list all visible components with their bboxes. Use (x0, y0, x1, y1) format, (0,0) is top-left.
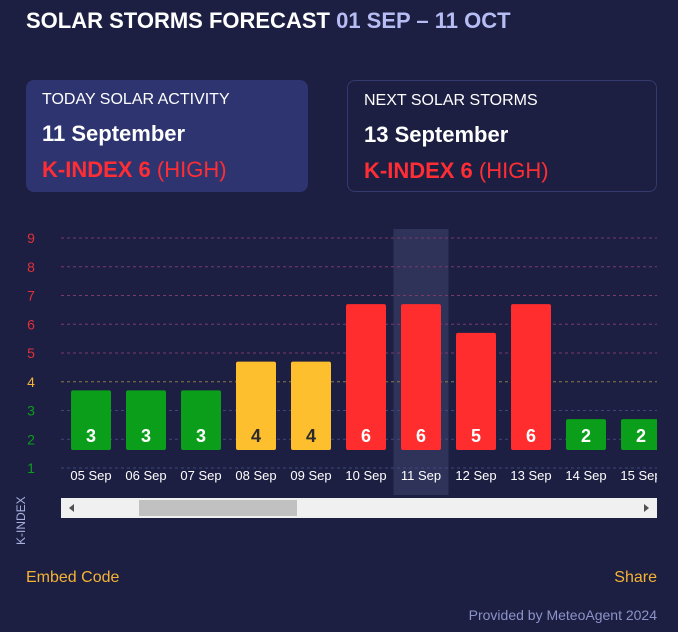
kindex-bar-chart: 1 2 3 4 5 6 7 8 9 3 05 Sep 3 06 Sep 3 07 Sep 4 08 Sep 4 09… (27, 229, 661, 495)
share-link[interactable]: Share (614, 569, 657, 586)
bar-value-label: 4 (306, 426, 316, 446)
y-tick-label: 5 (27, 345, 35, 361)
card-label: NEXT SOLAR STORMS (364, 92, 538, 109)
x-tick-label: 10 Sep (345, 468, 386, 483)
bar-value-label: 2 (636, 426, 646, 446)
bar (126, 390, 166, 450)
today-activity-card: TODAY SOLAR ACTIVITY 11 September K-INDE… (26, 80, 308, 192)
y-tick-label: 6 (27, 316, 35, 332)
bar-value-label: 2 (581, 426, 591, 446)
bar-value-label: 3 (141, 426, 151, 446)
scroll-right-arrow-icon[interactable] (644, 504, 649, 512)
y-axis-label: K-INDEX (14, 496, 28, 545)
bar (346, 304, 386, 450)
x-tick-label: 05 Sep (70, 468, 111, 483)
scroll-left-arrow-icon[interactable] (69, 504, 74, 512)
scrollbar-thumb[interactable] (139, 500, 297, 516)
card-label: TODAY SOLAR ACTIVITY (42, 91, 230, 108)
bar-value-label: 3 (196, 426, 206, 446)
chart-scrollbar[interactable] (61, 498, 657, 518)
x-tick-label: 12 Sep (455, 468, 496, 483)
bar (291, 361, 331, 450)
x-tick-label: 08 Sep (235, 468, 276, 483)
y-tick-label: 1 (27, 460, 35, 476)
card-kindex: K-INDEX 6 (HIGH) (42, 157, 292, 183)
bar (621, 419, 657, 450)
x-tick-label: 13 Sep (510, 468, 551, 483)
x-tick-label: 07 Sep (180, 468, 221, 483)
x-tick-label: 06 Sep (125, 468, 166, 483)
title-text: SOLAR STORMS FORECAST (26, 8, 330, 33)
page-title: SOLAR STORMS FORECAST 01 SEP – 11 OCT (26, 8, 511, 34)
x-tick-label: 09 Sep (290, 468, 331, 483)
y-tick-label: 4 (27, 374, 35, 390)
bar (181, 390, 221, 450)
card-date: 11 September (42, 121, 186, 146)
y-tick-label: 7 (27, 288, 35, 304)
bar (71, 390, 111, 450)
x-tick-label: 14 Sep (565, 468, 606, 483)
bar (236, 361, 276, 450)
bar-value-label: 6 (526, 426, 536, 446)
bar-value-label: 6 (361, 426, 371, 446)
kindex-value: K-INDEX 6 (364, 158, 473, 183)
bar (456, 332, 496, 450)
date-range: 01 SEP – 11 OCT (336, 8, 511, 33)
y-tick-label: 3 (27, 403, 35, 419)
bar-value-label: 6 (416, 426, 426, 446)
bar-value-label: 3 (86, 426, 96, 446)
card-kindex: K-INDEX 6 (HIGH) (364, 158, 640, 184)
bars: 3 05 Sep 3 06 Sep 3 07 Sep 4 08 Sep 4 09 Sep 6 10 S… (70, 304, 661, 483)
bar (566, 419, 606, 450)
bar-value-label: 5 (471, 426, 481, 446)
bar (511, 304, 551, 450)
kindex-value: K-INDEX 6 (42, 157, 151, 182)
card-date: 13 September (364, 122, 509, 147)
kindex-level: (HIGH) (478, 158, 549, 183)
bar-value-label: 4 (251, 426, 261, 446)
kindex-level: (HIGH) (156, 157, 227, 182)
provided-by-text: Provided by MeteoAgent 2024 (468, 607, 657, 623)
y-tick-label: 2 (27, 431, 35, 447)
x-tick-label: 15 Sep (620, 468, 661, 483)
next-storms-card: NEXT SOLAR STORMS 13 September K-INDEX 6… (347, 80, 657, 192)
x-tick-label: 11 Sep (401, 468, 441, 483)
bar (401, 304, 441, 450)
embed-code-link[interactable]: Embed Code (26, 569, 120, 586)
y-tick-label: 8 (27, 259, 35, 275)
y-tick-label: 9 (27, 230, 35, 246)
